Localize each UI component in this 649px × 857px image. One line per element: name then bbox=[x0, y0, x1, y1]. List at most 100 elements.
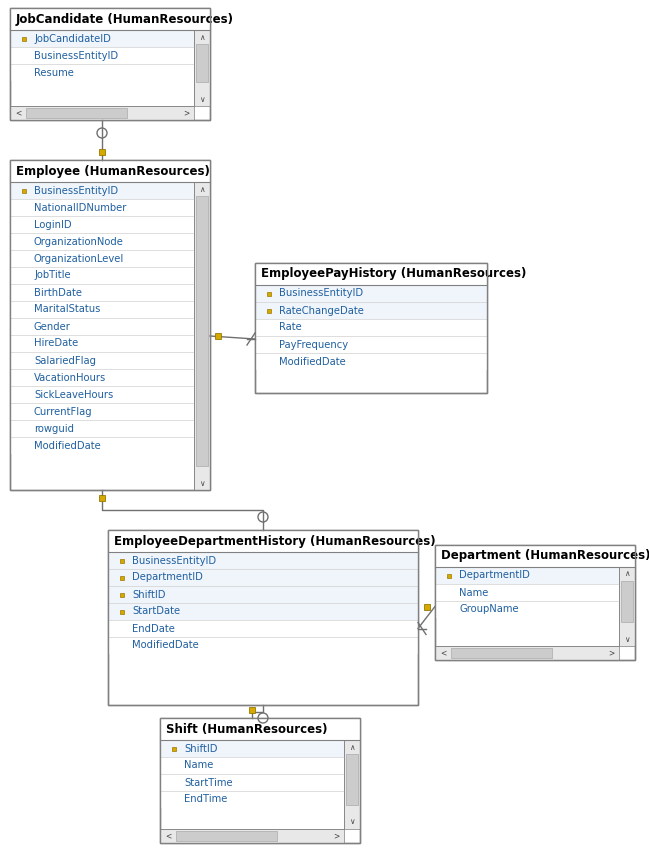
Bar bbox=[435, 584, 619, 601]
Text: OrganizationNode: OrganizationNode bbox=[34, 237, 124, 247]
Bar bbox=[10, 318, 194, 335]
Bar bbox=[10, 30, 194, 47]
Bar bbox=[108, 530, 418, 705]
Bar bbox=[160, 757, 344, 774]
Text: ShiftID: ShiftID bbox=[184, 744, 217, 753]
Bar bbox=[346, 754, 358, 805]
Bar bbox=[10, 64, 194, 81]
Text: ShiftID: ShiftID bbox=[132, 590, 165, 600]
Bar bbox=[108, 637, 418, 654]
Bar bbox=[435, 567, 619, 584]
Text: Rate: Rate bbox=[279, 322, 302, 333]
Bar bbox=[10, 420, 194, 437]
Text: ∧: ∧ bbox=[349, 742, 355, 752]
Bar bbox=[619, 567, 635, 646]
Bar bbox=[10, 284, 194, 301]
Bar bbox=[435, 545, 635, 660]
Text: BusinessEntityID: BusinessEntityID bbox=[279, 289, 363, 298]
Bar bbox=[194, 182, 210, 490]
Bar bbox=[255, 263, 487, 393]
Text: EndDate: EndDate bbox=[132, 624, 175, 633]
Bar bbox=[10, 182, 194, 199]
Bar bbox=[255, 263, 487, 285]
Bar bbox=[10, 8, 210, 120]
Bar bbox=[196, 44, 208, 82]
Text: Name: Name bbox=[459, 588, 489, 597]
Text: EndTime: EndTime bbox=[184, 794, 227, 805]
Text: Shift (HumanResources): Shift (HumanResources) bbox=[166, 722, 328, 735]
Bar bbox=[10, 301, 194, 318]
Text: DepartmentID: DepartmentID bbox=[459, 571, 530, 580]
Text: >: > bbox=[183, 109, 189, 117]
Text: rowguid: rowguid bbox=[34, 423, 74, 434]
Bar bbox=[108, 530, 418, 552]
Text: EmployeePayHistory (HumanResources): EmployeePayHistory (HumanResources) bbox=[261, 267, 526, 280]
Text: Department (HumanResources): Department (HumanResources) bbox=[441, 549, 649, 562]
Bar bbox=[108, 569, 418, 586]
Text: BusinessEntityID: BusinessEntityID bbox=[34, 185, 118, 195]
Bar bbox=[10, 386, 194, 403]
Text: LoginID: LoginID bbox=[34, 219, 71, 230]
Bar bbox=[194, 30, 210, 106]
Bar bbox=[10, 8, 210, 120]
Bar bbox=[435, 601, 619, 618]
Bar bbox=[196, 196, 208, 466]
Bar bbox=[176, 831, 277, 841]
Bar bbox=[10, 437, 194, 454]
Bar bbox=[10, 216, 194, 233]
Bar bbox=[451, 648, 552, 658]
Bar bbox=[160, 829, 344, 843]
Text: SickLeaveHours: SickLeaveHours bbox=[34, 389, 113, 399]
Text: BusinessEntityID: BusinessEntityID bbox=[34, 51, 118, 61]
Text: ∧: ∧ bbox=[624, 570, 630, 578]
Bar bbox=[160, 718, 360, 740]
Text: Gender: Gender bbox=[34, 321, 71, 332]
Bar bbox=[108, 586, 418, 603]
Bar bbox=[108, 552, 418, 569]
Bar bbox=[160, 774, 344, 791]
Text: ModifiedDate: ModifiedDate bbox=[132, 640, 199, 650]
Bar bbox=[10, 369, 194, 386]
Bar bbox=[10, 403, 194, 420]
Bar bbox=[10, 335, 194, 352]
Bar bbox=[435, 545, 635, 660]
Text: RateChangeDate: RateChangeDate bbox=[279, 305, 364, 315]
Bar bbox=[10, 8, 210, 30]
Bar bbox=[160, 718, 360, 843]
Text: StartTime: StartTime bbox=[184, 777, 232, 788]
Text: JobTitle: JobTitle bbox=[34, 271, 71, 280]
Bar bbox=[255, 353, 487, 370]
Bar bbox=[108, 620, 418, 637]
Text: <: < bbox=[440, 649, 446, 657]
Text: ∧: ∧ bbox=[199, 33, 205, 41]
Bar bbox=[435, 646, 619, 660]
Text: ModifiedDate: ModifiedDate bbox=[34, 440, 101, 451]
Bar bbox=[10, 267, 194, 284]
Text: <: < bbox=[165, 831, 171, 841]
Bar bbox=[26, 108, 127, 118]
Text: Resume: Resume bbox=[34, 68, 74, 77]
Text: ∨: ∨ bbox=[199, 94, 205, 104]
Bar bbox=[10, 250, 194, 267]
Bar bbox=[435, 545, 635, 567]
Bar bbox=[10, 233, 194, 250]
Bar bbox=[10, 160, 210, 182]
Text: JobCandidate (HumanResources): JobCandidate (HumanResources) bbox=[16, 13, 234, 26]
Bar bbox=[255, 263, 487, 393]
Bar bbox=[10, 160, 210, 490]
Text: SalariedFlag: SalariedFlag bbox=[34, 356, 96, 365]
Text: VacationHours: VacationHours bbox=[34, 373, 106, 382]
Bar bbox=[108, 603, 418, 620]
Bar bbox=[160, 791, 344, 808]
Text: JobCandidateID: JobCandidateID bbox=[34, 33, 111, 44]
Text: NationalIDNumber: NationalIDNumber bbox=[34, 202, 127, 213]
Text: >: > bbox=[333, 831, 339, 841]
Bar bbox=[10, 352, 194, 369]
Text: ∨: ∨ bbox=[199, 478, 205, 488]
Text: BusinessEntityID: BusinessEntityID bbox=[132, 555, 216, 566]
Bar bbox=[10, 199, 194, 216]
Bar bbox=[10, 160, 210, 490]
Text: GroupName: GroupName bbox=[459, 604, 519, 614]
Bar bbox=[255, 302, 487, 319]
Bar bbox=[255, 319, 487, 336]
